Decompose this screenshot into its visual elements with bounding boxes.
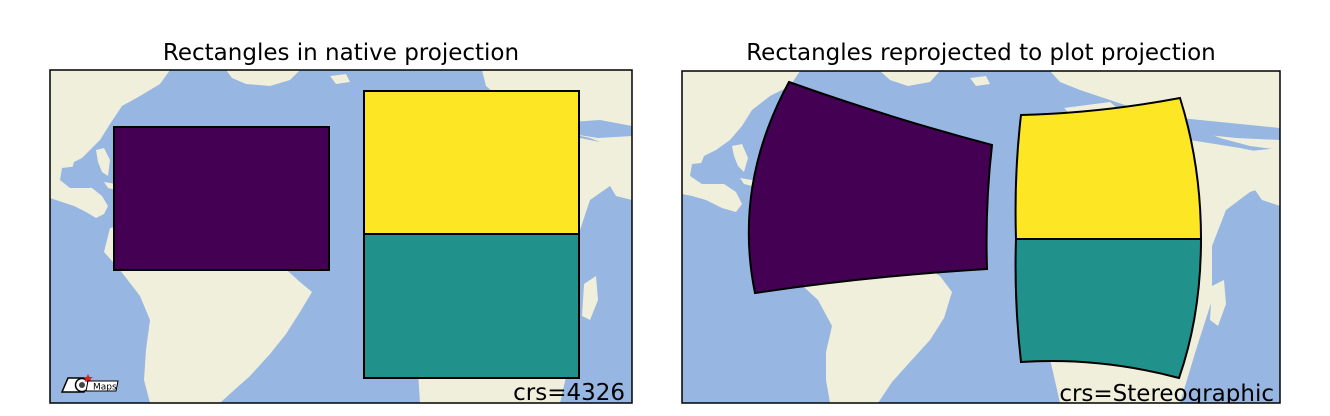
left-rectangle-teal[interactable]: [363, 233, 580, 379]
right-land-north-america: [682, 71, 800, 212]
left-rectangle-yellow[interactable]: [363, 90, 580, 235]
left-map[interactable]: Maps crs=4326: [50, 70, 632, 406]
right-land-arabia: [1240, 148, 1280, 206]
right-land-florida: [732, 144, 748, 172]
right-land-iceland: [970, 76, 990, 86]
right-map-title: Rectangles reprojected to plot projectio…: [746, 40, 1216, 66]
left-land-north-america: [50, 70, 170, 218]
right-crs-label: crs=Stereographic: [1059, 381, 1274, 407]
left-land-arabia: [600, 146, 632, 200]
left-land-iceland: [330, 74, 350, 84]
left-crs-label: crs=4326: [513, 380, 625, 406]
logo-text: Maps: [93, 383, 117, 393]
right-rectangle-yellow[interactable]: [1014, 96, 1203, 240]
right-rectangle-teal[interactable]: [1014, 238, 1203, 380]
right-gulf-of-mexico: [690, 160, 732, 184]
left-rectangle-purple[interactable]: [113, 126, 330, 271]
left-land-florida: [96, 148, 110, 176]
eomaps-logo-icon: Maps: [60, 374, 119, 393]
left-map-title: Rectangles in native projection: [162, 40, 520, 66]
left-land-greenland: [226, 70, 300, 86]
right-land-madagascar: [1210, 280, 1226, 326]
left-map-frame: [49, 69, 633, 404]
right-land-greenland: [880, 71, 940, 86]
right-rectangle-purple[interactable]: [747, 80, 994, 295]
left-land-madagascar: [582, 276, 598, 320]
right-map-frame: [681, 70, 1281, 404]
right-map[interactable]: crs=Stereographic: [682, 71, 1280, 407]
left-gulf-of-mexico: [60, 164, 98, 188]
